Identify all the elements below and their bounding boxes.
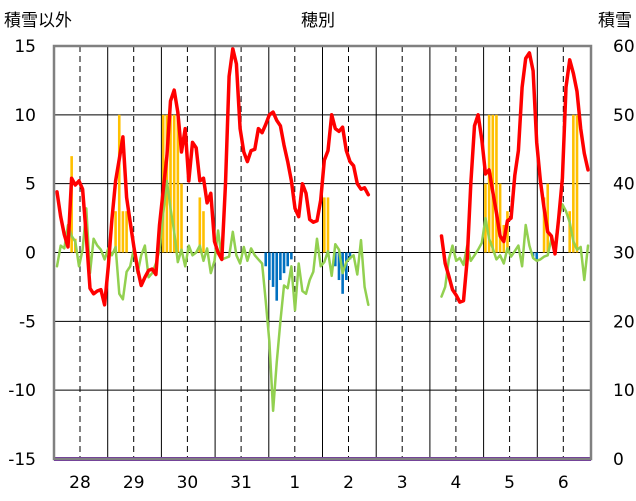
precip-bar: [114, 211, 117, 253]
precip-neg-bar: [268, 252, 271, 281]
left-axis-ticks: 15 10 5 0 -5 -10 -15: [8, 37, 36, 470]
right-axis-label: 積雪: [598, 11, 632, 31]
right-tick-label: 40: [613, 175, 635, 195]
day-label: 30: [177, 473, 199, 493]
x-axis-ticks: 28 29 30 31 1 2 3 4 5 6: [69, 473, 569, 493]
plot-frame: [52, 44, 593, 461]
precip-bar: [180, 183, 183, 253]
precip-neg-bar: [264, 252, 268, 267]
precip-bar: [121, 211, 125, 253]
day-label: 28: [69, 473, 91, 493]
precip-bar: [202, 211, 205, 253]
precip-bar: [498, 183, 502, 253]
right-tick-label: 50: [613, 106, 635, 126]
precip-bar: [487, 114, 491, 253]
precip-neg-bar: [345, 252, 348, 281]
precip-bar: [326, 197, 330, 253]
day-label: 31: [230, 473, 252, 493]
grid-lines: [54, 45, 591, 460]
precip-neg-bar: [535, 252, 539, 260]
precip-neg-bar: [279, 252, 282, 281]
precip-neg-bar: [271, 252, 275, 287]
precip-bar: [176, 114, 180, 253]
day-label: 6: [558, 473, 569, 493]
precip-bar: [572, 114, 575, 253]
precip-neg-bar: [337, 252, 341, 281]
left-tick-label: 5: [25, 175, 36, 195]
precip-neg-bar: [286, 252, 290, 267]
day-label: 5: [504, 473, 515, 493]
precip-bar: [323, 197, 326, 253]
precip-bar: [172, 114, 176, 253]
precip-neg-bar: [334, 252, 337, 267]
chart-title: 穂別: [301, 11, 335, 31]
temperature-line: [55, 47, 590, 307]
right-tick-label: 20: [613, 312, 635, 332]
precip-bar: [506, 211, 509, 253]
day-label: 1: [289, 473, 300, 493]
precip-bar: [542, 197, 546, 253]
left-axis-label: 積雪以外: [4, 11, 72, 31]
precip-bar: [546, 183, 550, 253]
left-tick-label: -5: [19, 312, 36, 332]
day-label: 4: [450, 473, 461, 493]
right-tick-label: 0: [613, 450, 624, 470]
day-label: 3: [397, 473, 408, 493]
precip-bar: [575, 114, 579, 253]
day-label: 29: [123, 473, 145, 493]
precip-bar: [117, 114, 121, 253]
series-lines: [55, 47, 590, 413]
left-tick-label: 10: [14, 106, 36, 126]
right-tick-label: 30: [613, 244, 635, 264]
precip-neg-bar: [290, 252, 293, 260]
precip-neg-bar: [348, 252, 352, 260]
right-tick-label: 60: [613, 37, 635, 57]
precip-bar: [198, 197, 202, 253]
precip-bar: [568, 211, 571, 253]
left-tick-label: 0: [25, 244, 36, 264]
left-tick-label: -15: [8, 450, 36, 470]
precip-neg-bar: [282, 252, 286, 274]
precip-bar: [169, 114, 172, 253]
precip-neg-bar: [275, 252, 279, 301]
precip-bar: [495, 114, 498, 253]
left-tick-label: -10: [8, 381, 36, 401]
right-tick-label: 10: [613, 381, 635, 401]
precip-bar: [125, 211, 128, 253]
day-label: 2: [343, 473, 354, 493]
right-axis-ticks: 60 50 40 30 20 10 0: [613, 37, 635, 470]
left-tick-label: 15: [14, 37, 36, 57]
